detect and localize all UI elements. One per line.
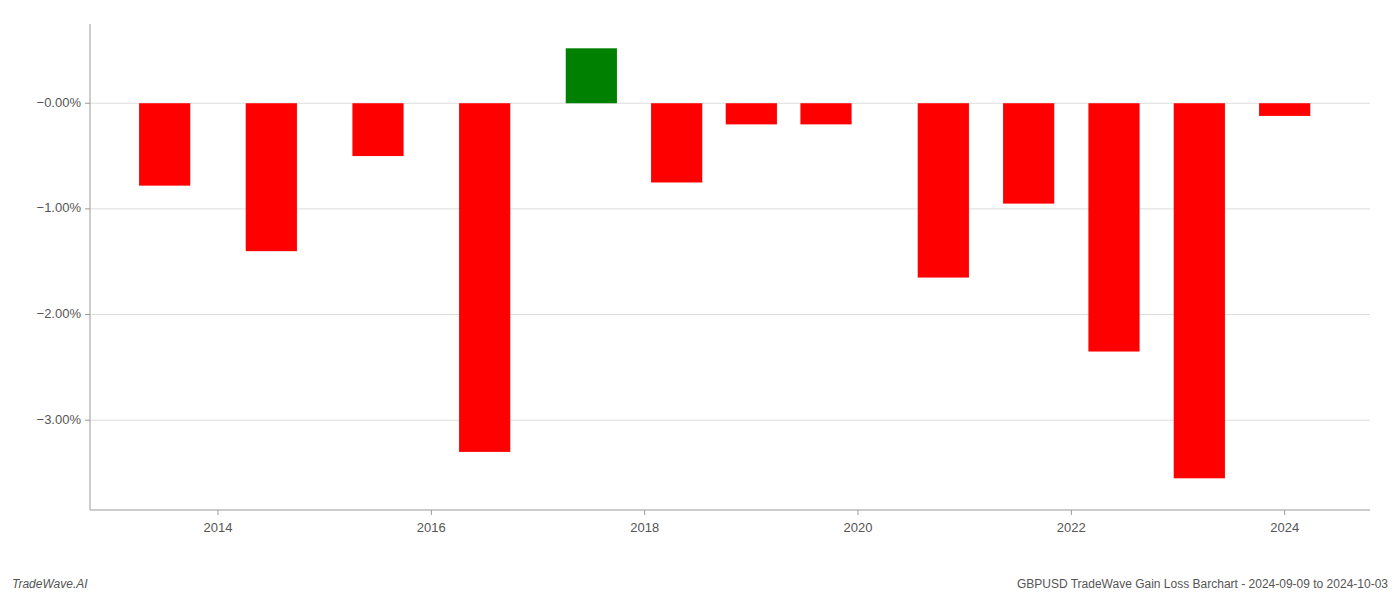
- x-tick: [858, 510, 859, 515]
- bar: [726, 103, 777, 124]
- bar: [352, 103, 403, 156]
- x-ticks: 2014 2016 2018 2020 2022 2024: [204, 510, 1300, 535]
- bar: [566, 48, 617, 103]
- x-tick-label: 2018: [630, 520, 659, 535]
- x-tick-label: 2022: [1057, 520, 1086, 535]
- bar: [800, 103, 851, 124]
- y-tick-label: −3.00%: [37, 412, 82, 427]
- bar: [1088, 103, 1139, 351]
- bar: [918, 103, 969, 277]
- y-axis-line: [90, 24, 91, 510]
- x-tick: [218, 510, 219, 515]
- chart: −0.00% −1.00% −2.00% −3.00% 2014 2016 2018 2020…: [0, 0, 1400, 600]
- bar: [139, 103, 190, 185]
- bar: [651, 103, 702, 182]
- y-tick: [85, 420, 90, 421]
- bars: [139, 48, 1310, 478]
- x-tick-label: 2020: [844, 520, 873, 535]
- y-tick: [85, 314, 90, 315]
- x-tick: [644, 510, 645, 515]
- y-ticks: −0.00% −1.00% −2.00% −3.00%: [37, 95, 90, 427]
- bar: [1259, 103, 1310, 116]
- footer-right: GBPUSD TradeWave Gain Loss Barchart - 20…: [1017, 577, 1388, 591]
- bar: [246, 103, 297, 251]
- y-tick-label: −0.00%: [37, 95, 82, 110]
- x-tick: [1284, 510, 1285, 515]
- y-tick-label: −1.00%: [37, 200, 82, 215]
- bar: [1174, 103, 1225, 478]
- bar: [459, 103, 510, 452]
- y-tick-label: −2.00%: [37, 306, 82, 321]
- x-tick-label: 2014: [204, 520, 233, 535]
- x-axis-line: [90, 510, 1370, 511]
- footer-left: TradeWave.AI: [12, 577, 88, 591]
- x-tick-label: 2024: [1270, 520, 1299, 535]
- x-tick-label: 2016: [417, 520, 446, 535]
- y-tick: [85, 103, 90, 104]
- x-tick: [431, 510, 432, 515]
- x-tick: [1071, 510, 1072, 515]
- page: {"chart_data": {"type": "bar", "x": [201…: [0, 0, 1400, 600]
- bar: [1003, 103, 1054, 203]
- y-tick: [85, 208, 90, 209]
